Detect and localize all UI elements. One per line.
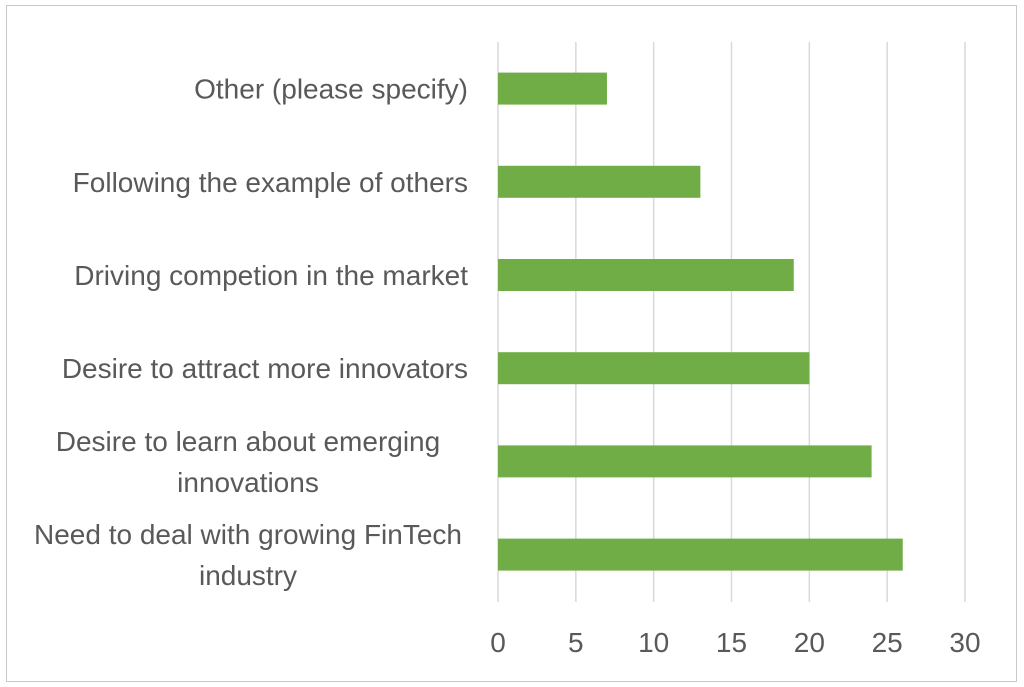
category-label: Other (please specify) — [194, 74, 468, 105]
category-label: Driving competion in the market — [74, 260, 468, 291]
category-label-line: Desire to learn about emerging — [56, 426, 440, 457]
bar — [498, 445, 872, 478]
category-label: Following the example of others — [73, 167, 468, 198]
category-label-line: Following the example of others — [73, 167, 468, 198]
x-tick-label: 5 — [568, 627, 584, 658]
category-label: Desire to learn about emerging innovation… — [56, 426, 440, 498]
bar — [498, 352, 810, 385]
gridlines — [497, 42, 966, 602]
x-tick-label: 15 — [716, 627, 747, 658]
category-label-line: Driving competion in the market — [74, 260, 468, 291]
category-label-line: Need to deal with growing FinTech — [34, 519, 462, 550]
category-label: Desire to attract more innovators — [62, 353, 468, 384]
bars — [498, 72, 903, 571]
x-tick-label: 25 — [872, 627, 903, 658]
category-label-line: Desire to attract more innovators — [62, 353, 468, 384]
x-axis-ticks: 0 5 10 15 20 25 30 — [490, 627, 980, 658]
category-label-line: Other (please specify) — [194, 74, 468, 105]
x-tick-label: 10 — [638, 627, 669, 658]
x-tick-label: 20 — [794, 627, 825, 658]
bar — [498, 259, 794, 291]
category-label: Need to deal with growing FinTech industr… — [34, 519, 462, 591]
x-tick-label: 30 — [949, 627, 980, 658]
bar — [498, 165, 701, 198]
x-tick-label: 0 — [490, 627, 506, 658]
bar — [498, 538, 903, 571]
category-label-line: industry — [199, 560, 297, 591]
bar — [498, 72, 607, 105]
category-labels: Other (please specify) Following the exam… — [34, 74, 468, 591]
category-label-line: innovations — [177, 467, 319, 498]
